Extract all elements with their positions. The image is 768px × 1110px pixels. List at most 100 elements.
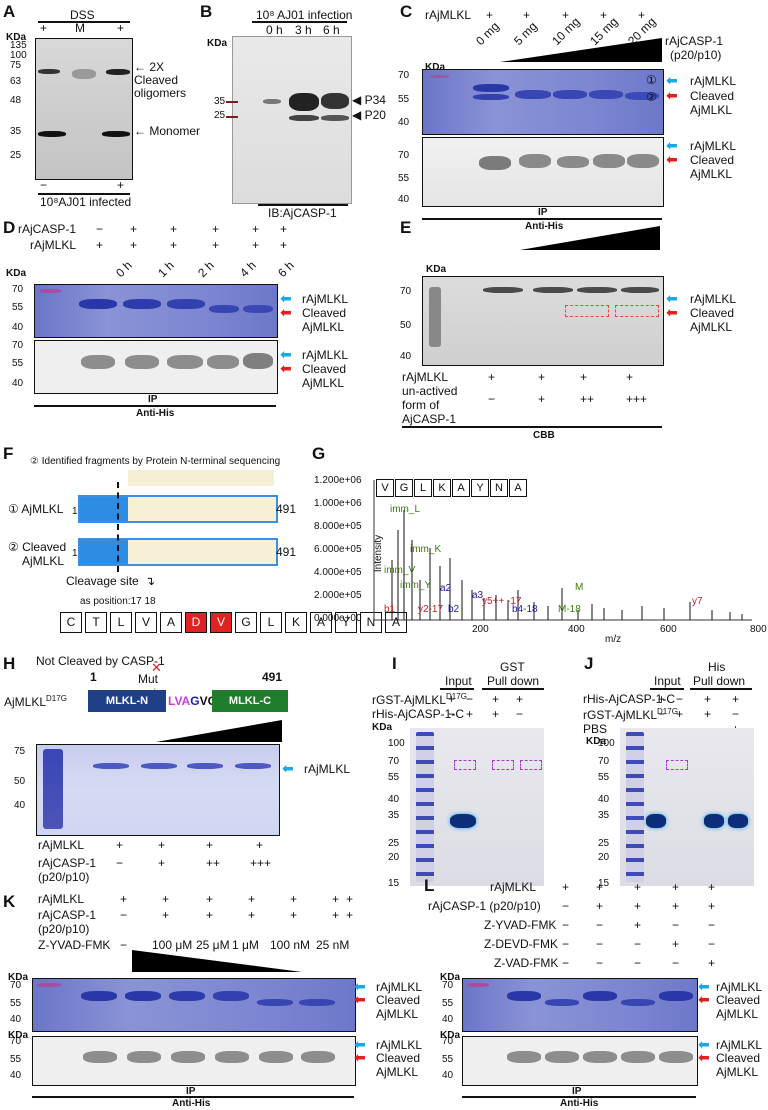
label-cleaved: Cleaved <box>376 993 421 1007</box>
label-cleaved: Cleaved <box>302 362 347 376</box>
lane-sign: + <box>523 8 531 22</box>
lane-sign: + <box>332 892 340 906</box>
marker: 70 <box>400 286 412 297</box>
lane-sign: + <box>117 178 125 192</box>
row-label: PBS <box>583 722 608 736</box>
y-axis-label: Intensity <box>373 534 385 573</box>
lane-sign: − <box>40 178 48 192</box>
residue-box: D <box>185 612 207 633</box>
lane-sign: − <box>562 956 570 970</box>
lane-sign: − <box>634 937 642 951</box>
marker: 70 <box>388 756 400 767</box>
row-label: rAjMLKL <box>38 838 85 852</box>
lane-sign: − <box>466 692 474 706</box>
marker: 70 <box>10 980 22 991</box>
residue-box: K <box>433 479 451 497</box>
lane-sign: + <box>130 222 138 236</box>
residue-box: Y <box>471 479 489 497</box>
ion-label: b4-18 <box>512 604 538 615</box>
lane-sign: + <box>162 908 170 922</box>
kda-label: KDa <box>426 264 447 275</box>
western-blot <box>35 38 133 180</box>
row-label: rAjMLKL <box>425 8 472 22</box>
seq-mutant: G <box>190 694 200 708</box>
concentration-label: 100 μM <box>152 938 193 952</box>
lane-sign: + <box>672 899 680 913</box>
label-rajmlkl: rAjMLKL <box>690 139 737 153</box>
marker: 55 <box>598 772 610 783</box>
coomassie-gel <box>32 978 356 1032</box>
lane-sign: + <box>280 238 288 252</box>
sds-gel <box>620 728 754 886</box>
lane-sign: + <box>732 692 740 706</box>
lane-sign: + <box>256 838 264 852</box>
kda-label: KDa <box>425 62 446 73</box>
column-header: GST <box>500 660 525 674</box>
lane-sign: + <box>704 707 712 721</box>
row-label: rAjCASP-1 <box>38 908 97 922</box>
residue-box: Y <box>335 612 357 633</box>
lane-sign: + <box>248 892 256 906</box>
protein-label: ① AjMLKL <box>8 502 64 516</box>
lane-sign: + <box>158 838 166 852</box>
circle-one: ① <box>646 73 657 87</box>
marker: 100 <box>388 738 405 749</box>
row-label: Z-DEVD-FMK <box>484 937 558 951</box>
ion-label: imm_L <box>390 504 421 515</box>
footer-bar <box>462 1096 696 1098</box>
label-ajmlkl: AjMLKL <box>302 376 345 390</box>
lane-sign: + <box>212 222 220 236</box>
label-cleaved: Cleaved <box>134 73 179 87</box>
ion-label: a3 <box>472 590 484 601</box>
marker: 25 <box>10 150 22 161</box>
lane-sign: + <box>170 238 178 252</box>
ms-spectrum <box>373 480 752 621</box>
marker: 75 <box>10 60 22 71</box>
marker: 70 <box>12 340 24 351</box>
y-tick: 4.000e+05 <box>314 567 362 578</box>
lane-sign: + <box>280 222 288 236</box>
panel-letter: I <box>392 654 397 673</box>
row-label: un-actived <box>402 384 458 398</box>
label-cleaved: Cleaved <box>690 153 735 167</box>
lane-sign: − <box>120 938 128 952</box>
column-header: Input <box>445 674 472 688</box>
ip-label: IP <box>538 207 548 218</box>
label-rajmlkl: rAjMLKL <box>376 980 423 994</box>
time-label: 1 h <box>155 258 177 280</box>
marker: 70 <box>442 980 454 991</box>
kda-label: KDa <box>8 972 29 983</box>
residue-box: A <box>509 479 527 497</box>
gradient-triangle <box>156 720 282 742</box>
residue-box: V <box>210 612 232 633</box>
lane-sign: + <box>252 238 260 252</box>
marker: 55 <box>398 173 410 184</box>
lane-sign: + <box>206 908 214 922</box>
lane-sign: − <box>448 707 456 721</box>
domain-n: MLKL-N <box>88 690 166 712</box>
protein-bar <box>78 538 278 566</box>
ion-label: y2-17 <box>418 604 444 615</box>
residue-box: V <box>135 612 157 633</box>
row-label: AjCASP-1 <box>402 412 457 426</box>
marker: 70 <box>598 756 610 767</box>
column-header: Pull down <box>487 674 540 688</box>
lane-sign: + <box>96 238 104 252</box>
mutation-label: Mut <box>138 672 159 686</box>
panel-letter: B <box>200 2 213 21</box>
marker: 50 <box>400 320 412 331</box>
footer-bar <box>402 426 662 428</box>
lane-sign: + <box>248 908 256 922</box>
column-header: Pull down <box>693 674 746 688</box>
protein-bar <box>78 495 278 523</box>
time-label: 3 h <box>295 23 312 37</box>
lane-sign: + <box>492 692 500 706</box>
kda-label: KDa <box>207 38 228 49</box>
lane-sign: + <box>40 21 48 35</box>
footer-label: IB:AjCASP-1 <box>268 206 337 220</box>
residue-start: 1 <box>90 670 97 684</box>
panel-letter: J <box>584 654 594 673</box>
lane-sign: + <box>488 370 496 384</box>
row-label: Z-YVAD-FMK <box>38 938 111 952</box>
